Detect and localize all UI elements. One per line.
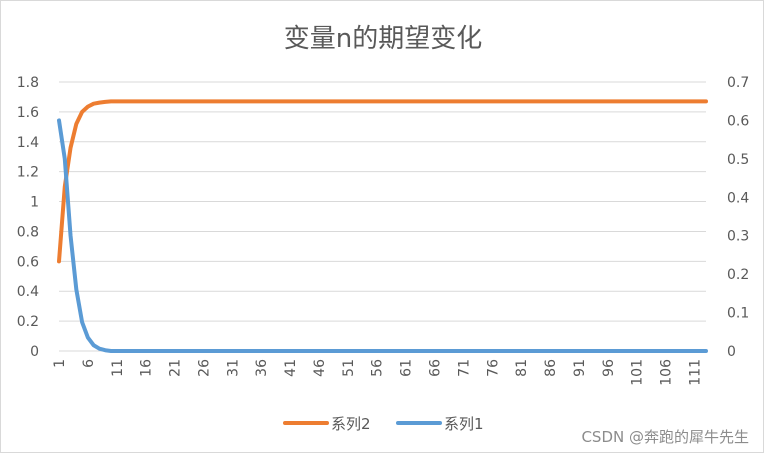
left-tick-label: 0 — [30, 344, 39, 360]
left-tick-label: 0.8 — [17, 224, 39, 240]
left-tick-label: 0.6 — [17, 254, 39, 270]
x-tick-label: 56 — [370, 359, 386, 377]
right-tick-label: 0.2 — [727, 267, 749, 283]
x-tick-label: 46 — [312, 359, 328, 377]
legend-label: 系列1 — [444, 415, 484, 433]
right-tick-label: 0.5 — [727, 152, 749, 168]
right-tick-label: 0.3 — [727, 229, 749, 245]
x-tick-label: 86 — [543, 359, 559, 377]
x-tick-label: 11 — [110, 359, 126, 377]
x-tick-label: 6 — [81, 359, 97, 368]
left-tick-label: 1.2 — [17, 165, 39, 181]
x-tick-label: 36 — [254, 359, 270, 377]
legend: 系列2 系列1 — [283, 415, 484, 433]
right-tick-label: 0.6 — [727, 113, 749, 129]
left-tick-label: 1 — [30, 195, 39, 211]
right-tick-label: 0 — [727, 344, 736, 360]
right-axis-ticks: 0 0.1 0.2 0.3 0.4 0.5 0.6 0.7 — [727, 75, 749, 360]
chart-title: 变量n的期望变化 — [284, 24, 482, 54]
right-tick-label: 0.7 — [727, 75, 749, 91]
legend-label: 系列2 — [331, 415, 371, 433]
x-tick-label: 21 — [168, 359, 184, 377]
watermark: CSDN @奔跑的犀牛先生 — [581, 428, 749, 446]
x-tick-label: 31 — [225, 359, 241, 377]
left-tick-label: 1.4 — [17, 135, 39, 151]
series-lines — [57, 99, 708, 353]
x-tick-label: 71 — [456, 359, 472, 377]
x-tick-label: 81 — [514, 359, 530, 377]
x-tick-label: 76 — [485, 359, 501, 377]
x-tick-label: 1 — [52, 359, 68, 368]
x-axis-ticks: 1 6 11 16 21 26 31 36 41 46 51 56 61 66 71 76 81 86 91 96 10… — [52, 359, 703, 386]
left-axis-ticks: 0 0.2 0.4 0.6 0.8 1 1.2 1.4 1.6 1.8 — [17, 75, 39, 360]
x-tick-label: 91 — [572, 359, 588, 377]
right-tick-label: 0.1 — [727, 306, 749, 322]
x-tick-label: 61 — [399, 359, 415, 377]
x-tick-label: 51 — [341, 359, 357, 377]
left-tick-label: 0.2 — [17, 314, 39, 330]
gridlines — [59, 81, 706, 352]
x-tick-label: 111 — [687, 359, 703, 386]
x-tick-label: 26 — [196, 359, 212, 377]
x-tick-label: 16 — [139, 359, 155, 377]
x-tick-label: 96 — [601, 359, 617, 377]
left-tick-label: 0.4 — [17, 284, 39, 300]
series-line-2 — [57, 118, 708, 353]
left-tick-label: 1.6 — [17, 105, 39, 121]
x-tick-label: 106 — [659, 359, 675, 386]
x-tick-label: 66 — [427, 359, 443, 377]
x-tick-label: 41 — [283, 359, 299, 377]
right-tick-label: 0.4 — [727, 190, 749, 206]
x-tick-label: 101 — [630, 359, 646, 386]
series-line-1 — [57, 99, 708, 264]
left-tick-label: 1.8 — [17, 75, 39, 91]
